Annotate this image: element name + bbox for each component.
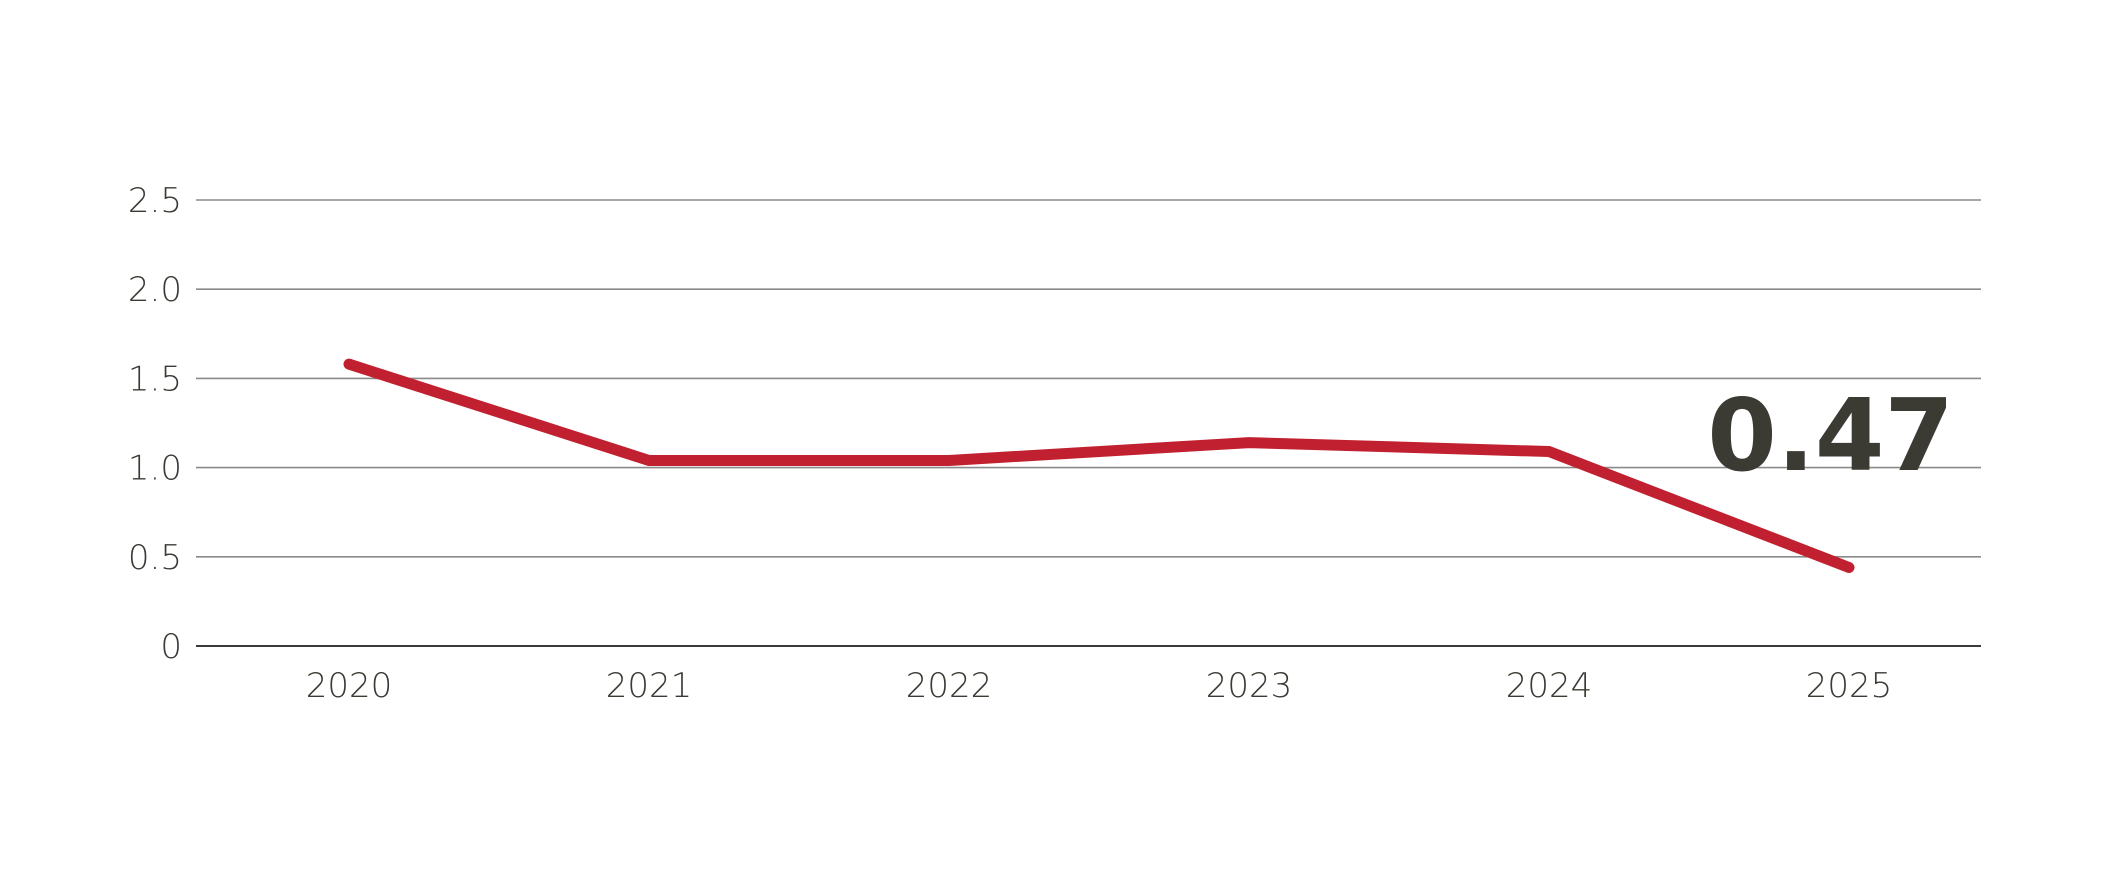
y-tick-label: 2.0	[128, 270, 182, 310]
y-tick-label: 2.5	[128, 181, 182, 221]
x-tick-label: 2022	[906, 666, 993, 706]
y-tick-label: 0.5	[128, 538, 182, 578]
gridlines	[196, 199, 1981, 647]
series-group	[343, 358, 1855, 574]
y-tick-label: 1.5	[128, 359, 182, 399]
x-tick-label: 2023	[1206, 666, 1293, 706]
y-tick-label: 0	[160, 627, 182, 667]
x-axis-tick-labels: 2020 2021 2022 2023 2024 2025	[306, 666, 1893, 706]
value-callout: 0.47	[1707, 377, 1954, 494]
y-axis-tick-labels: 0 0.5 1.0 1.5 2.0 2.5	[128, 181, 182, 667]
y-tick-label: 1.0	[128, 449, 182, 489]
series-line	[343, 358, 1855, 574]
x-tick-label: 2025	[1806, 666, 1893, 706]
x-tick-label: 2020	[306, 666, 393, 706]
x-tick-label: 2021	[606, 666, 693, 706]
x-tick-label: 2024	[1506, 666, 1593, 706]
